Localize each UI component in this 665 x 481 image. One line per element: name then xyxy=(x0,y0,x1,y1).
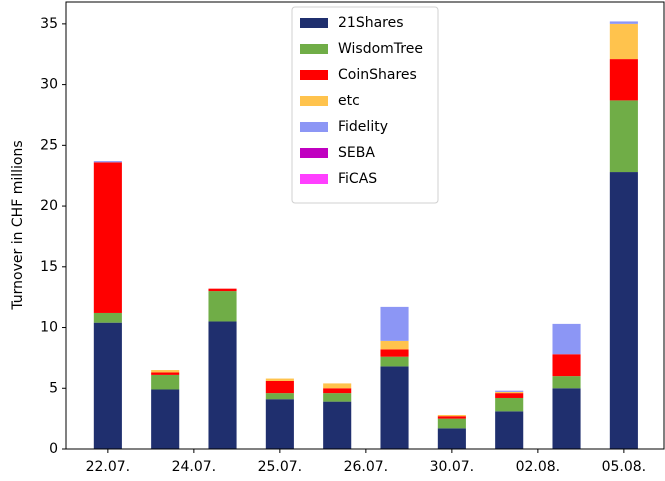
bar-segment xyxy=(380,306,409,341)
bar-segment xyxy=(552,388,581,449)
legend-swatch xyxy=(300,122,328,132)
x-tick-label: 30.07. xyxy=(430,459,475,475)
bar-segment xyxy=(265,393,294,400)
y-tick-label: 10 xyxy=(40,320,58,336)
bar-segment xyxy=(609,21,638,24)
legend-swatch xyxy=(300,148,328,158)
y-tick-label: 25 xyxy=(40,137,58,153)
bar-segment xyxy=(495,397,524,412)
legend: 21Shares WisdomTree CoinShares etc Fidelity S… xyxy=(291,6,439,204)
y-tick-label: 5 xyxy=(49,380,58,396)
x-tick-label: 26.07. xyxy=(344,459,389,475)
bar-segment xyxy=(437,414,466,417)
bar-segment xyxy=(380,366,409,449)
bar-segment xyxy=(552,354,581,377)
bar-segment xyxy=(495,391,524,394)
bar-segment xyxy=(380,349,409,357)
bar-segment xyxy=(323,388,352,394)
y-tick-label: 0 xyxy=(49,441,58,457)
bar-segment xyxy=(495,390,524,392)
bar-segment xyxy=(151,389,180,449)
bar-segment xyxy=(495,411,524,449)
bar-segment xyxy=(552,376,581,389)
y-tick-label: 20 xyxy=(40,198,58,214)
legend-swatch xyxy=(300,174,328,184)
bar-segment xyxy=(323,393,352,402)
bar-segment xyxy=(437,428,466,449)
bar-segment xyxy=(93,322,122,449)
y-axis-label: Turnover in CHF millions xyxy=(10,140,26,310)
bar-segment xyxy=(380,340,409,350)
bar-segment xyxy=(437,416,466,419)
legend-swatch xyxy=(300,96,328,106)
bar-segment xyxy=(93,162,122,313)
y-tick-label: 15 xyxy=(40,259,58,275)
x-tick-label: 22.07. xyxy=(86,459,131,475)
legend-label: FiCAS xyxy=(338,171,377,187)
legend-label: SEBA xyxy=(338,145,375,161)
legend-label: Fidelity xyxy=(338,119,388,135)
bar-segment xyxy=(265,399,294,449)
bar-segment xyxy=(151,374,180,390)
y-tick-label: 35 xyxy=(40,16,58,32)
bar-segment xyxy=(609,23,638,60)
legend-label: WisdomTree xyxy=(338,41,423,57)
legend-swatch xyxy=(300,18,328,28)
legend-label: 21Shares xyxy=(338,15,404,31)
bar-segment xyxy=(437,418,466,429)
bar-segment xyxy=(151,372,180,375)
bar-segment xyxy=(265,380,294,394)
bar-segment xyxy=(323,401,352,449)
plot-frame xyxy=(65,1,665,450)
x-tick-label: 24.07. xyxy=(172,459,217,475)
bar-segment xyxy=(265,378,294,381)
x-tick-label: 05.08. xyxy=(602,459,647,475)
bar-segment xyxy=(495,393,524,398)
x-tick-label: 25.07. xyxy=(258,459,303,475)
legend-label: CoinShares xyxy=(338,67,417,83)
legend-box xyxy=(291,6,439,204)
bar-segment xyxy=(609,172,638,449)
y-tick-label: 30 xyxy=(40,77,58,93)
x-tick-label: 02.08. xyxy=(516,459,561,475)
legend-label: etc xyxy=(338,93,360,109)
legend-swatch xyxy=(300,70,328,80)
bar-segment xyxy=(93,312,122,323)
bar-segment xyxy=(380,356,409,367)
bar-segment xyxy=(151,370,180,373)
legend-swatch xyxy=(300,44,328,54)
bar-segment xyxy=(93,161,122,163)
bar-segment xyxy=(552,323,581,355)
bar-segment xyxy=(609,59,638,101)
bar-segment xyxy=(323,383,352,389)
bar-segment xyxy=(208,321,237,449)
bar-segment xyxy=(208,291,237,322)
bar-segment xyxy=(208,288,237,292)
bar-segment xyxy=(609,100,638,173)
